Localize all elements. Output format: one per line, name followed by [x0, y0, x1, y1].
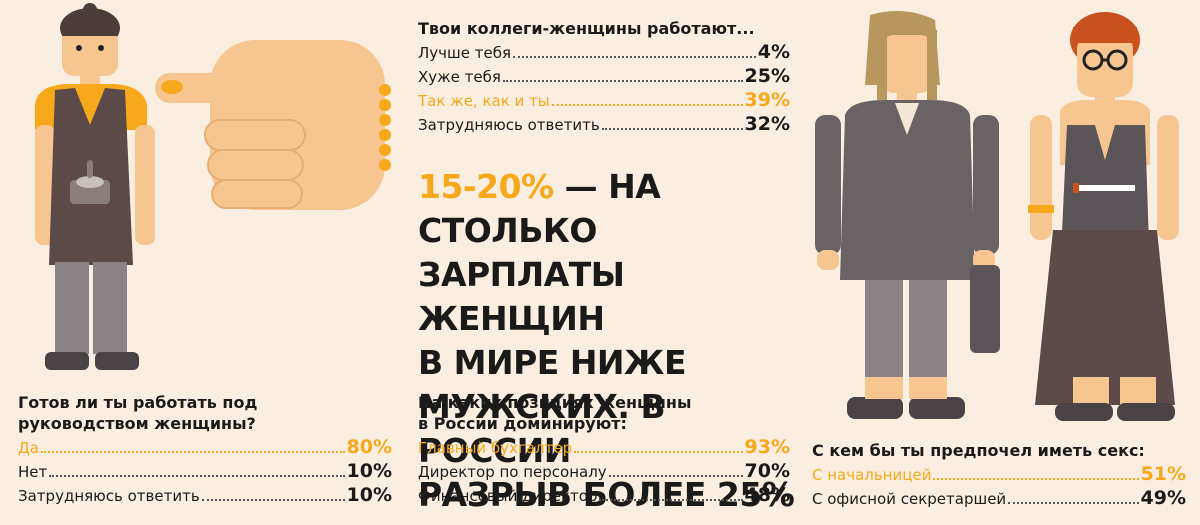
poll-row-highlighted: Главный бухгалтер 93% [418, 436, 790, 460]
poll-row-label: Директор по персоналу [418, 463, 607, 481]
female-boss-poll-title: Готов ли ты работать под руководством же… [18, 392, 392, 434]
headline-line-5: РАЗРЫВ БОЛЕЕ 25% [418, 475, 795, 514]
dotted-leader [40, 451, 345, 453]
poll-title-line: Готов ли ты работать под [18, 393, 258, 412]
headline-line-3: В МИРЕ НИЖЕ [418, 343, 687, 382]
poll-row: Лучше тебя 4% [418, 41, 790, 65]
poll-row-value: 48% [744, 484, 790, 506]
poll-row-value: 39% [744, 89, 790, 111]
poll-row-value: 32% [744, 113, 790, 135]
colleagues-poll: Твои коллеги-женщины работают... Лучше т… [418, 18, 790, 137]
dotted-leader [502, 80, 743, 82]
dotted-leader [49, 475, 345, 477]
poll-row-label: Главный бухгалтер [418, 439, 573, 457]
partner-poll: С кем бы ты предпочел иметь секс: С нача… [812, 440, 1186, 511]
female-boss-poll: Готов ли ты работать под руководством же… [18, 392, 392, 508]
poll-row: Нет 10% [18, 460, 392, 484]
poll-title-line: На каких позициях женщины [418, 393, 692, 412]
poll-title-line: в России доминируют: [418, 414, 627, 433]
poll-row-value: 10% [346, 484, 392, 506]
dotted-leader [551, 104, 743, 106]
dotted-leader [574, 451, 743, 453]
dotted-leader [601, 128, 743, 130]
poll-row: Затрудняюсь ответить 32% [418, 113, 790, 137]
poll-row-value: 25% [744, 65, 790, 87]
poll-row-highlighted: С начальницей 51% [812, 463, 1186, 487]
headline-highlight: 15-20% [418, 167, 554, 206]
headline: 15-20% — НА СТОЛЬКО ЗАРПЛАТЫ ЖЕНЩИН В МИ… [418, 165, 798, 517]
poll-row-label: Лучше тебя [418, 44, 511, 62]
dotted-leader [512, 56, 756, 58]
poll-row-label: С начальницей [812, 466, 932, 484]
poll-row: С офисной секретаршей 49% [812, 487, 1186, 511]
poll-row-highlighted: Так же, как и ты 39% [418, 89, 790, 113]
poll-row-label: С офисной секретаршей [812, 490, 1007, 508]
positions-poll: На каких позициях женщины в России домин… [418, 392, 790, 508]
poll-row: Финансовый директор 48% [418, 484, 790, 508]
poll-row-label: Да [18, 439, 39, 457]
dotted-leader [933, 478, 1139, 480]
headline-line-2: ЗАРПЛАТЫ ЖЕНЩИН [418, 255, 625, 338]
poll-row-highlighted: Да 80% [18, 436, 392, 460]
dotted-leader [201, 499, 345, 501]
dotted-leader [1008, 502, 1139, 504]
poll-row-label: Финансовый директор [418, 487, 598, 505]
women-illustration [815, 11, 1179, 421]
poll-row: Директор по персоналу 70% [418, 460, 790, 484]
poll-row-label: Затрудняюсь ответить [18, 487, 200, 505]
poll-row-label: Затрудняюсь ответить [418, 116, 600, 134]
poll-row-label: Нет [18, 463, 48, 481]
poll-row-label: Хуже тебя [418, 68, 501, 86]
poll-row-value: 93% [744, 436, 790, 458]
partner-poll-title: С кем бы ты предпочел иметь секс: [812, 441, 1145, 460]
poll-row: Хуже тебя 25% [418, 65, 790, 89]
poll-row-value: 51% [1140, 463, 1186, 485]
headline-line-1-rest: — НА СТОЛЬКО [418, 167, 661, 250]
headline-line-1: 15-20% — НА СТОЛЬКО [418, 165, 798, 253]
pointing-hand-illustration [155, 40, 391, 210]
colleagues-poll-title: Твои коллеги-женщины работают... [418, 19, 755, 38]
poll-row-label: Так же, как и ты [418, 92, 550, 110]
poll-row-value: 49% [1140, 487, 1186, 509]
poll-title-line: руководством женщины? [18, 414, 256, 433]
poll-row-value: 80% [346, 436, 392, 458]
poll-row-value: 10% [346, 460, 392, 482]
poll-row-value: 70% [744, 460, 790, 482]
poll-row-value: 4% [757, 41, 790, 63]
dotted-leader [608, 475, 743, 477]
man-illustration [35, 3, 155, 370]
dotted-leader [599, 499, 743, 501]
poll-row: Затрудняюсь ответить 10% [18, 484, 392, 508]
headline-line-4: МУЖСКИХ. В РОССИИ [418, 387, 666, 470]
positions-poll-title: На каких позициях женщины в России домин… [418, 392, 790, 434]
